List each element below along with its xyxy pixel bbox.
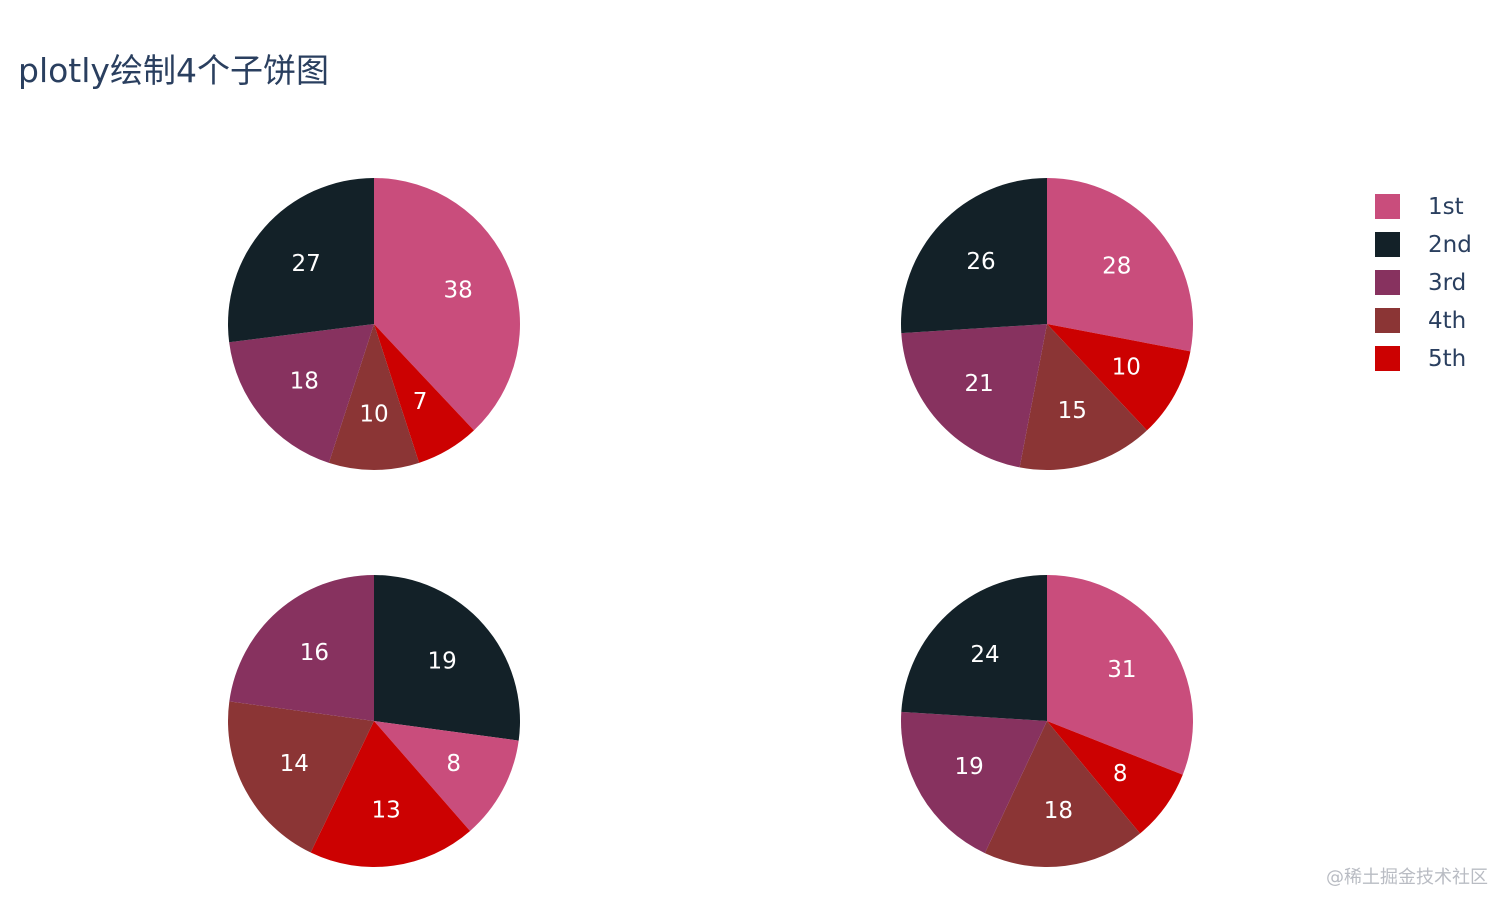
pie-slice-bottom-left-2nd[interactable] <box>374 575 520 741</box>
pie-slice-top-left-3rd[interactable] <box>229 324 374 463</box>
pie-value-label-top-left-4th: 10 <box>359 402 388 428</box>
pie-value-label-bottom-left-2nd: 19 <box>428 648 457 674</box>
pie-slice-bottom-left-3rd[interactable] <box>229 575 374 721</box>
pie-top-right: 28 10 15 21 26 <box>901 178 1193 470</box>
pie-slice-top-left-5th[interactable] <box>374 324 474 463</box>
pie-slice-bottom-right-2nd[interactable] <box>901 575 1047 721</box>
pie-value-label-bottom-right-4th: 18 <box>1044 798 1073 824</box>
legend-label-1st: 1st <box>1428 194 1464 220</box>
pie-value-label-top-left-1st: 38 <box>444 278 473 304</box>
pie-slice-bottom-right-3rd[interactable] <box>900 711 1047 854</box>
legend-item-3rd[interactable]: 3rd <box>1375 268 1495 306</box>
legend-item-5th[interactable]: 5th <box>1375 344 1495 382</box>
pie-value-label-top-left-3rd: 18 <box>290 369 319 395</box>
pie-slice-bottom-left-4th[interactable] <box>227 701 374 853</box>
pie-value-label-top-right-2nd: 26 <box>966 249 995 275</box>
legend-label-4th: 4th <box>1428 308 1467 334</box>
pie-slice-top-right-3rd[interactable] <box>901 324 1047 468</box>
pie-value-label-bottom-right-2nd: 24 <box>970 642 999 668</box>
pie-slice-bottom-right-1st[interactable] <box>1047 575 1193 775</box>
pie-value-label-top-right-1st: 28 <box>1102 253 1131 279</box>
legend-swatch-3rd <box>1375 270 1400 295</box>
pie-bottom-right: 31 8 18 19 24 <box>900 575 1193 867</box>
pie-top-left: 38 7 10 18 27 <box>228 178 520 471</box>
pie-slice-bottom-right-4th[interactable] <box>984 721 1141 867</box>
page-title: plotly绘制4个子饼图 <box>18 51 329 90</box>
pie-value-label-bottom-left-4th: 14 <box>280 751 309 777</box>
legend-label-2nd: 2nd <box>1428 232 1472 258</box>
pie-value-label-bottom-right-3rd: 19 <box>954 754 983 780</box>
pie-value-label-top-right-5th: 10 <box>1112 355 1141 381</box>
pie-value-label-top-right-3rd: 21 <box>964 371 993 397</box>
pie-slice-top-right-4th[interactable] <box>1019 324 1147 470</box>
pie-value-label-bottom-left-3rd: 16 <box>300 640 329 666</box>
pie-value-label-bottom-left-1st: 8 <box>446 751 461 777</box>
watermark: @稀土掘金技术社区 <box>1326 867 1488 888</box>
pie-value-label-bottom-right-5th: 8 <box>1113 761 1128 787</box>
legend-swatch-2nd <box>1375 232 1400 257</box>
pie-value-label-bottom-right-1st: 31 <box>1107 657 1136 683</box>
pie-slice-bottom-left-5th[interactable] <box>310 721 471 867</box>
pie-bottom-left: 19 8 13 14 16 <box>227 575 520 867</box>
legend-swatch-5th <box>1375 346 1400 371</box>
legend-item-2nd[interactable]: 2nd <box>1375 230 1495 268</box>
legend: 1st 2nd 3rd 4th 5th <box>1375 192 1495 382</box>
pie-slice-top-right-5th[interactable] <box>1047 324 1191 431</box>
pie-slice-top-right-1st[interactable] <box>1047 178 1193 352</box>
pie-value-label-top-left-2nd: 27 <box>291 251 320 277</box>
legend-label-5th: 5th <box>1428 346 1467 372</box>
pie-slice-bottom-left-1st[interactable] <box>374 721 519 831</box>
pie-slice-top-left-2nd[interactable] <box>228 178 374 343</box>
legend-label-3rd: 3rd <box>1428 270 1467 296</box>
pie-slice-bottom-right-5th[interactable] <box>1047 721 1183 834</box>
legend-item-1st[interactable]: 1st <box>1375 192 1495 230</box>
pie-slice-top-left-1st[interactable] <box>374 178 520 431</box>
pie-value-label-top-right-4th: 15 <box>1058 398 1087 424</box>
pie-value-label-top-left-5th: 7 <box>413 389 428 415</box>
legend-swatch-4th <box>1375 308 1400 333</box>
pie-value-label-bottom-left-5th: 13 <box>372 798 401 824</box>
pie-slice-top-left-4th[interactable] <box>328 324 420 471</box>
pie-slice-top-right-2nd[interactable] <box>901 178 1047 334</box>
legend-item-4th[interactable]: 4th <box>1375 306 1495 344</box>
legend-swatch-1st <box>1375 194 1400 219</box>
